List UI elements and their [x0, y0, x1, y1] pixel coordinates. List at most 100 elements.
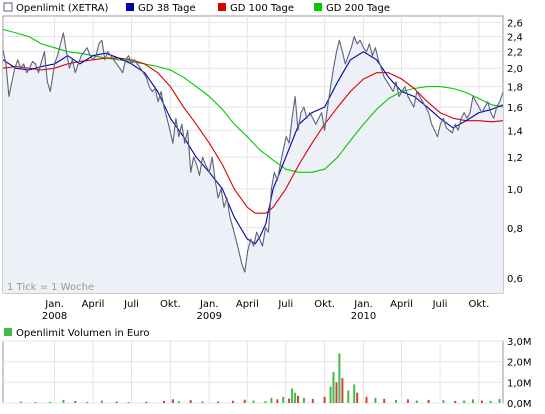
price-x-tick-label: Okt. [314, 299, 335, 310]
volume-bar [498, 398, 501, 403]
price-y-tick-label: 1,2 [507, 153, 523, 164]
volume-bar [127, 402, 130, 403]
volume-bar [332, 372, 335, 403]
volume-bar [353, 384, 356, 403]
volume-bar [201, 401, 204, 403]
volume-bar [100, 400, 103, 403]
volume-bar [338, 353, 341, 403]
volume-bar [49, 401, 52, 403]
volume-y-axis: 0,0M 1,0M 2,0M 3,0M [507, 337, 532, 410]
volume-bar [171, 399, 174, 403]
price-x-tick-label: Juli [432, 299, 448, 310]
volume-bar [145, 401, 148, 403]
price-x-tick-label: Jan. [44, 299, 64, 310]
legend-swatch-gd100 [218, 3, 226, 11]
volume-bar [489, 400, 492, 403]
price-y-tick-label: 0,8 [507, 224, 523, 235]
volume-bar [270, 397, 273, 403]
volume-bar [294, 392, 297, 403]
volume-bars [19, 353, 501, 403]
volume-bar [335, 382, 338, 403]
volume-bar [480, 400, 483, 403]
volume-bar [288, 398, 291, 403]
price-y-tick-label: 1,0 [507, 185, 523, 196]
volume-bar [463, 400, 466, 403]
price-x-tick-label: Okt. [469, 299, 490, 310]
volume-grid [3, 340, 503, 404]
volume-plot-area [2, 340, 504, 404]
volume-bar [311, 398, 314, 403]
volume-bar [264, 401, 267, 403]
volume-bar [365, 396, 368, 403]
price-y-axis: 0,6 0,8 1,0 1,2 1,4 1,6 1,8 2,0 2,2 2,4 2,6 [507, 19, 523, 285]
price-y-tick-label: 2,2 [507, 48, 523, 59]
volume-bar [189, 400, 192, 403]
price-x-year-label: 2009 [197, 311, 222, 322]
series-line-gd200 [2, 28, 504, 173]
series-line-openlimit [2, 32, 504, 273]
volume-y-tick-label: 0,0M [507, 399, 532, 410]
volume-bar [347, 390, 350, 403]
volume-bar [243, 399, 246, 403]
legend-label-gd38: GD 38 Tage [138, 3, 196, 14]
volume-bar [472, 399, 474, 403]
price-x-tick-label: April [236, 299, 259, 310]
volume-bar [415, 400, 418, 403]
volume-y-tick-label: 3,0M [507, 337, 532, 348]
price-x-tick-label: April [82, 299, 105, 310]
price-y-tick-label: 2,6 [507, 19, 523, 30]
volume-bar [74, 401, 77, 403]
price-y-tick-label: 2,4 [507, 33, 523, 44]
price-y-tick-label: 2,0 [507, 64, 523, 75]
volume-bar [282, 396, 285, 403]
volume-bar [297, 395, 299, 403]
volume-bar [86, 401, 89, 403]
volume-bar [323, 396, 326, 403]
volume-bar [329, 386, 332, 403]
volume-bar [115, 401, 118, 403]
price-y-tick-label: 1,4 [507, 126, 523, 137]
price-x-tick-label: Juli [277, 299, 293, 310]
volume-bar [374, 397, 377, 403]
price-series [2, 28, 504, 294]
price-x-tick-label: Jan. [199, 299, 219, 310]
tick-note: 1 Tick = 1 Woche [7, 282, 94, 293]
price-x-tick-label: Okt. [160, 299, 181, 310]
volume-bar [406, 399, 409, 403]
volume-y-tick-label: 1,0M [507, 378, 532, 389]
volume-bar [34, 402, 37, 403]
volume-bar [231, 400, 234, 403]
volume-legend-swatch [4, 328, 12, 336]
volume-bar [341, 378, 344, 403]
price-x-tick-label: Jan. [353, 299, 373, 310]
volume-y-tick-label: 2,0M [507, 358, 532, 369]
volume-bar [356, 392, 359, 403]
legend-swatch-gd200 [314, 3, 322, 11]
volume-bar [252, 400, 255, 403]
series-area-openlimit [3, 32, 503, 294]
legend: Openlimit (XETRA) GD 38 Tage GD 100 Tage… [3, 2, 390, 14]
price-x-tick-label: Juli [123, 299, 139, 310]
volume-title: Openlimit Volumen in Euro [16, 328, 150, 339]
volume-bar [291, 388, 294, 403]
legend-label-gd100: GD 100 Tage [230, 3, 294, 14]
volume-bar [62, 399, 65, 403]
volume-bar [217, 401, 220, 403]
volume-bar [302, 397, 305, 403]
legend-swatch-openlimit [3, 2, 13, 12]
volume-bar [442, 400, 445, 403]
price-x-tick-label: April [390, 299, 413, 310]
volume-bar [177, 401, 180, 403]
price-y-tick-label: 1,6 [507, 103, 523, 114]
volume-bar [454, 400, 457, 403]
volume-bar [276, 399, 279, 403]
legend-swatch-gd38 [126, 3, 134, 11]
legend-label-openlimit: Openlimit (XETRA) [16, 3, 108, 14]
price-y-tick-label: 1,8 [507, 83, 523, 94]
volume-bar [427, 399, 430, 403]
volume-bar [163, 400, 165, 403]
volume-bar [383, 398, 386, 403]
price-x-year-label: 2008 [42, 311, 67, 322]
